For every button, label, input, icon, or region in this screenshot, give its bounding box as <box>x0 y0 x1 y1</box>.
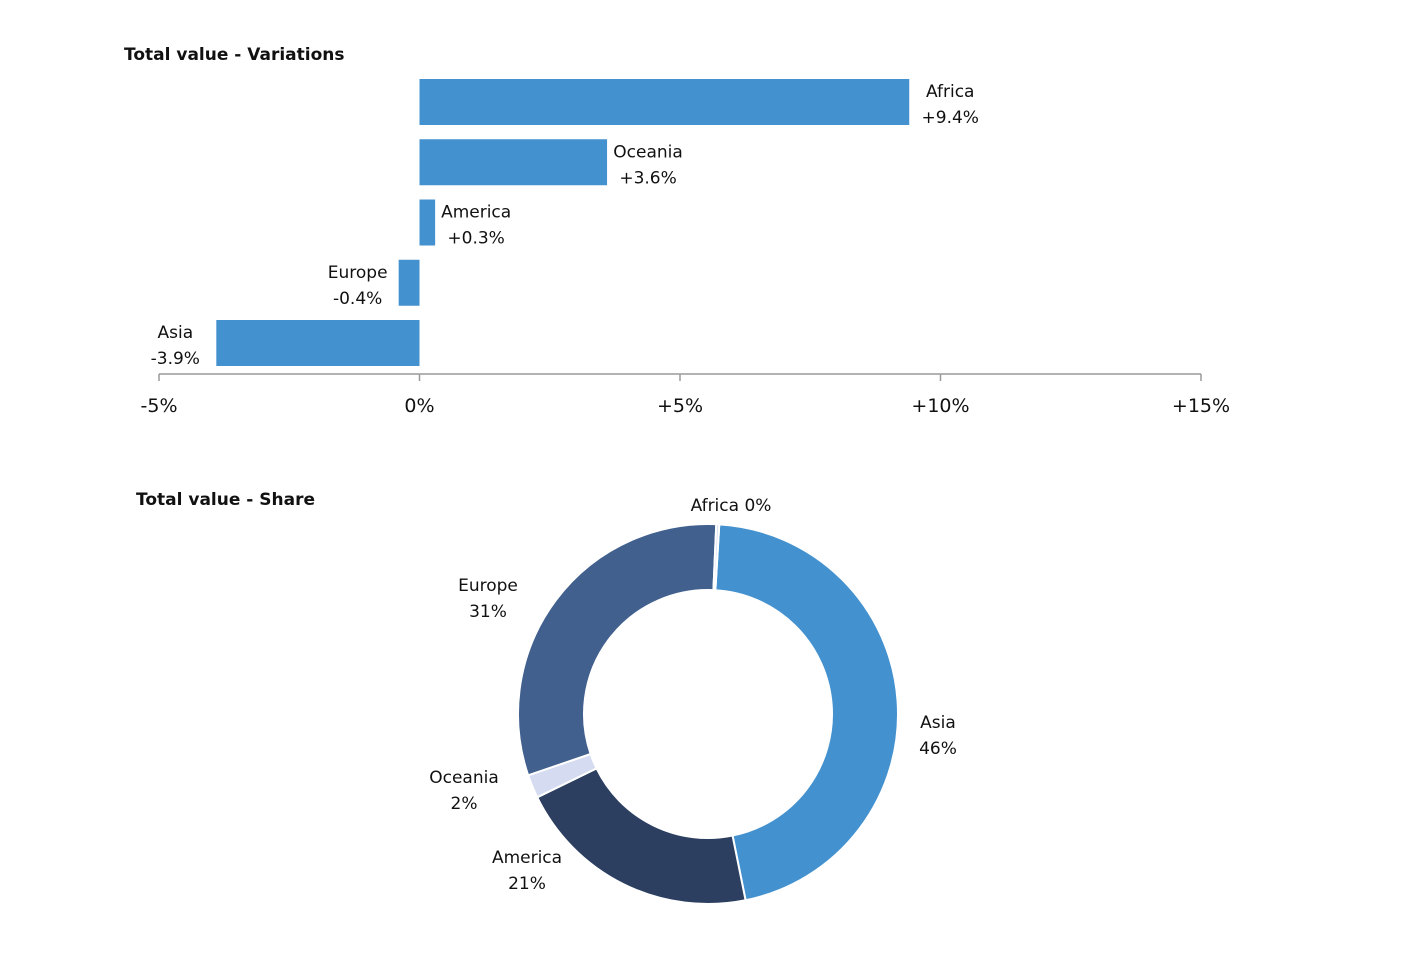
slice-category-label: America <box>492 848 562 868</box>
variations-x-ticks: -5% 0% +5% +10% +15% <box>141 374 1230 417</box>
bar-america <box>419 199 436 246</box>
slice-asia <box>714 523 899 902</box>
variations-bars: Africa +9.4% Oceania +3.6% America +0.3% Europ… <box>151 79 979 369</box>
bar-value-label: +3.6% <box>619 168 676 188</box>
bar-value-label: +9.4% <box>922 108 979 128</box>
share-slice-labels: Asia 46% America 21% Oceania 2% Europe 31% Afric… <box>429 496 957 894</box>
slice-value-label: 21% <box>508 874 546 894</box>
slice-value-label: 2% <box>451 794 478 814</box>
x-tick-label: +5% <box>657 395 703 417</box>
bar-category-label: Asia <box>157 323 193 343</box>
slice-value-label: 31% <box>469 602 507 622</box>
slice-africa <box>712 523 721 592</box>
slice-category-label: Asia <box>920 713 956 733</box>
bar-value-label: -0.4% <box>333 289 382 309</box>
slice-label: Africa 0% <box>691 496 772 516</box>
variations-chart: Total value - Variations Africa +9.4% Ocea… <box>124 45 1230 417</box>
bar-category-label: America <box>441 203 511 223</box>
share-chart: Total value - Share Asia 46% America 21% Oce… <box>136 490 957 905</box>
bar-africa <box>419 79 910 125</box>
bar-oceania <box>419 139 608 186</box>
bar-value-label: -3.9% <box>151 349 200 369</box>
slice-europe <box>517 523 718 777</box>
x-tick-label: 0% <box>404 395 434 417</box>
slice-category-label: Oceania <box>429 768 499 788</box>
bar-value-label: +0.3% <box>447 229 504 249</box>
bar-category-label: Oceania <box>613 142 683 162</box>
share-chart-title: Total value - Share <box>136 490 315 510</box>
bar-category-label: Europe <box>328 263 388 283</box>
slice-value-label: 46% <box>919 739 957 759</box>
variations-chart-title: Total value - Variations <box>124 45 345 65</box>
slice-america <box>535 767 747 905</box>
x-tick-label: +15% <box>1172 395 1230 417</box>
bar-asia <box>216 320 420 366</box>
x-tick-label: -5% <box>141 395 178 417</box>
bar-category-label: Africa <box>926 82 975 102</box>
share-donut <box>517 523 899 905</box>
x-tick-label: +10% <box>911 395 969 417</box>
bar-europe <box>398 259 420 306</box>
slice-category-label: Europe <box>458 576 518 596</box>
